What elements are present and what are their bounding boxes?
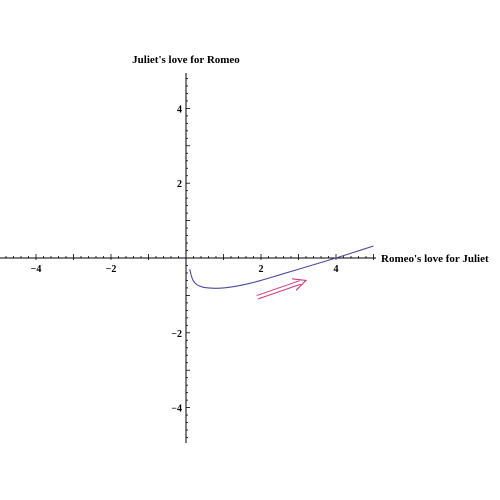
axes — [0, 73, 376, 443]
trajectory-line — [189, 245, 374, 289]
y-tick-label: 2 — [177, 179, 182, 190]
direction-arrow — [256, 278, 308, 300]
arrow-head — [292, 278, 308, 291]
x-tick-label: 2 — [259, 264, 264, 275]
y-tick-label: −4 — [171, 404, 182, 415]
y-tick-label: 4 — [177, 104, 182, 115]
x-axis-label: Romeo's love for Juliet — [381, 253, 489, 265]
arrow-shaft-line — [256, 280, 300, 297]
axis-ticks — [5, 78, 374, 438]
x-tick-label: −4 — [31, 264, 42, 275]
tick-labels: −4 −2 2 4 4 2 −2 −4 — [31, 104, 339, 414]
series-group — [189, 245, 374, 289]
x-tick-label: 4 — [334, 264, 339, 275]
y-tick-label: −2 — [171, 329, 182, 340]
x-tick-label: −2 — [106, 264, 117, 275]
y-axis-label: Juliet's love for Romeo — [132, 54, 240, 66]
arrow-shaft-line — [257, 283, 302, 300]
annotations — [256, 278, 308, 300]
